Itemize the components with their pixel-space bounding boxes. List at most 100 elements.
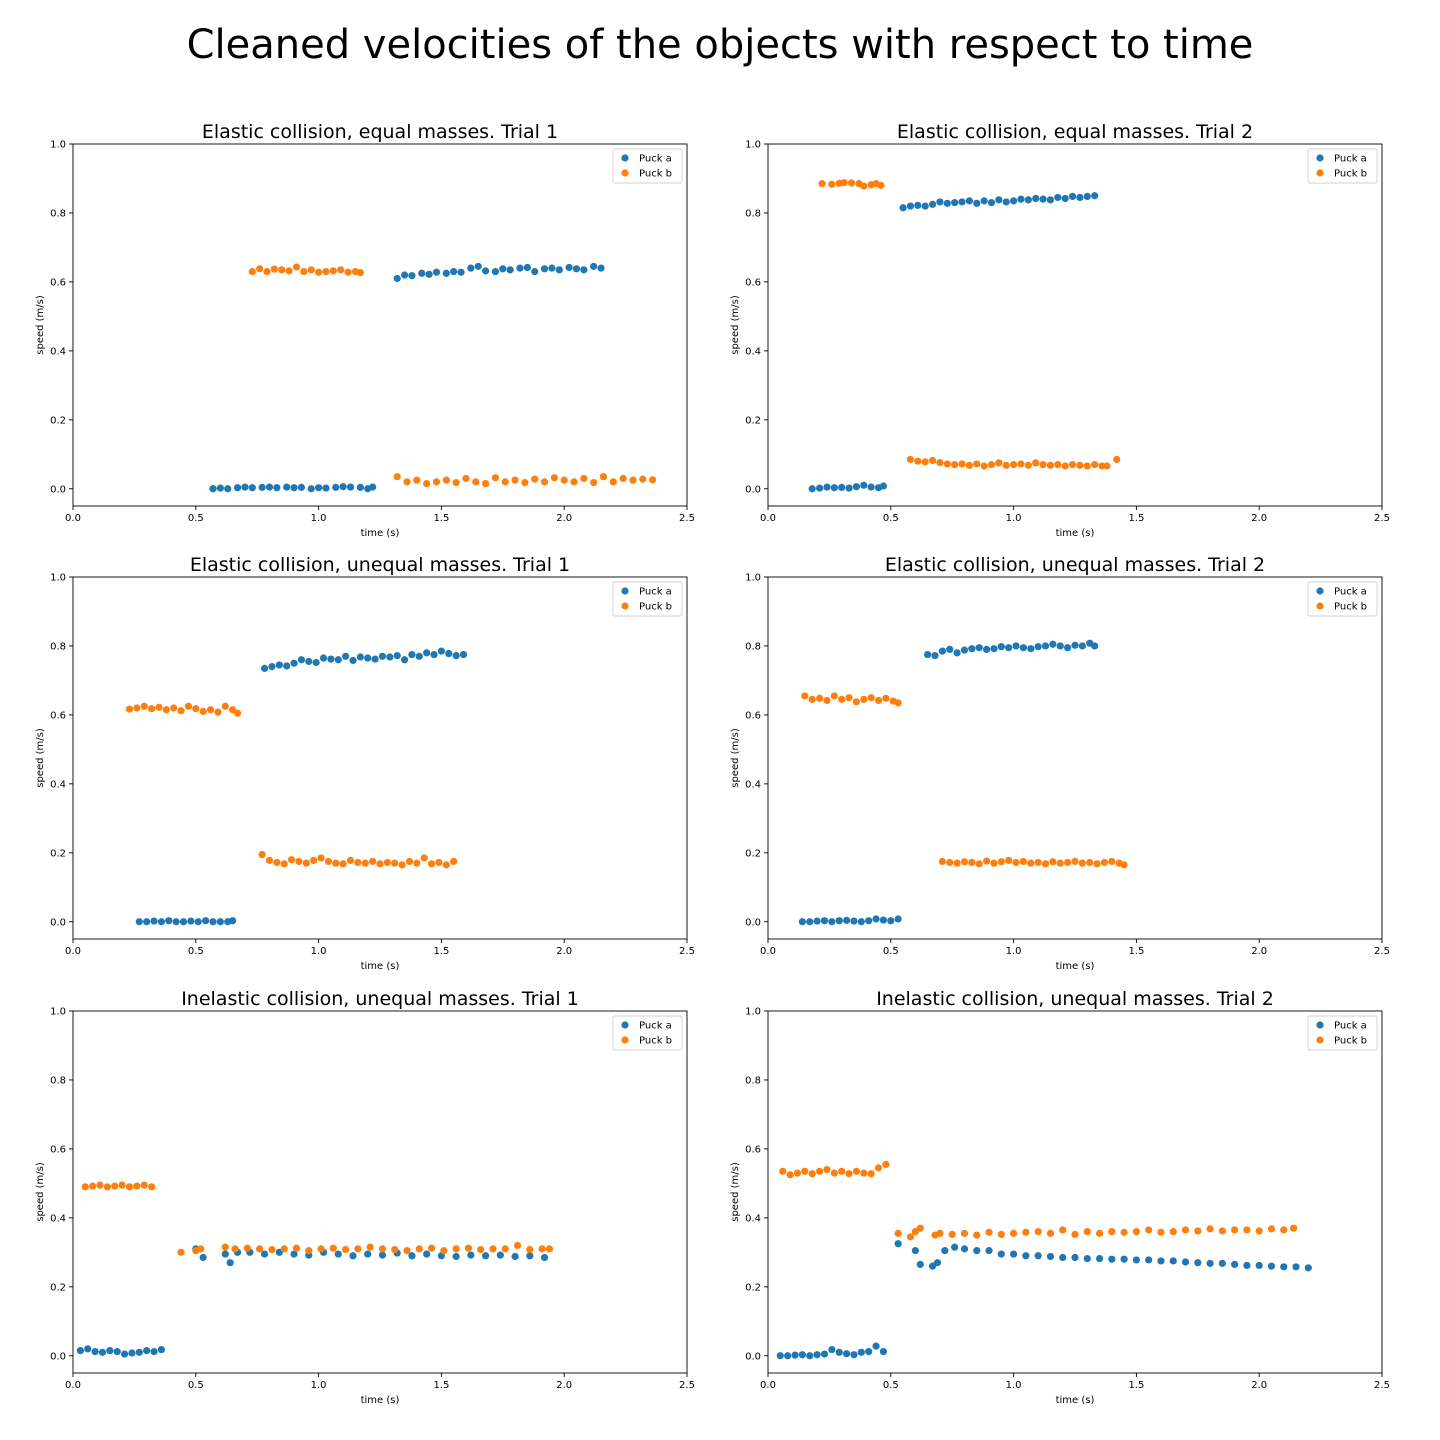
data-point — [233, 709, 242, 717]
data-point — [231, 1245, 239, 1253]
data-point — [423, 649, 431, 657]
x-tick-label: 1.5 — [1128, 513, 1144, 524]
data-point — [366, 1243, 374, 1251]
data-point — [1145, 1256, 1153, 1264]
data-point — [872, 1342, 880, 1350]
data-point — [285, 267, 293, 275]
data-point — [548, 264, 556, 272]
data-point — [427, 860, 436, 868]
data-point — [850, 917, 858, 925]
legend-label: Puck b — [1334, 602, 1367, 613]
data-point — [928, 200, 937, 208]
data-point — [867, 1170, 875, 1178]
data-point — [958, 460, 966, 468]
data-point — [1024, 461, 1032, 469]
data-point — [342, 652, 350, 660]
data-point — [418, 269, 426, 277]
data-point — [120, 1350, 129, 1358]
data-point — [540, 265, 549, 273]
data-point — [221, 1243, 229, 1251]
data-point — [980, 462, 988, 470]
data-point — [906, 202, 915, 210]
data-point — [268, 1245, 276, 1254]
data-point — [369, 857, 377, 866]
data-point — [860, 182, 868, 190]
data-point — [924, 650, 932, 659]
x-axis-label: time (s) — [361, 961, 400, 972]
y-tick-label: 1.0 — [745, 1007, 761, 1018]
data-point — [199, 707, 207, 716]
x-tick-label: 2.0 — [556, 513, 572, 524]
plot-frame — [767, 143, 1383, 507]
data-point — [973, 1231, 981, 1239]
data-point — [943, 460, 951, 468]
data-point — [155, 703, 163, 711]
data-point — [526, 1245, 534, 1254]
data-point — [953, 859, 961, 867]
data-point — [135, 1348, 143, 1356]
x-axis-label: time (s) — [361, 528, 400, 539]
data-point — [906, 1233, 915, 1241]
data-point — [521, 478, 529, 487]
data-point — [290, 1250, 298, 1258]
data-point — [265, 483, 274, 491]
data-point — [106, 1346, 114, 1355]
data-point — [125, 1183, 134, 1191]
data-point — [383, 858, 391, 867]
data-point — [835, 917, 843, 925]
y-tick-label: 0.8 — [745, 641, 761, 652]
series-puck-b — [125, 702, 458, 869]
y-tick-label: 0.4 — [50, 1213, 66, 1224]
data-point — [437, 647, 445, 655]
data-point — [391, 1245, 399, 1254]
data-point — [1039, 195, 1047, 203]
legend-marker — [1316, 602, 1324, 610]
data-point — [297, 656, 306, 664]
data-point — [798, 918, 806, 926]
data-point — [150, 1348, 158, 1356]
data-point — [315, 268, 323, 276]
data-point — [879, 482, 888, 490]
data-point — [776, 1352, 784, 1360]
y-tick-label: 1.0 — [745, 573, 761, 584]
data-point — [408, 1252, 416, 1260]
data-point — [936, 458, 944, 467]
series-puck-b — [81, 1181, 554, 1256]
data-point — [496, 1251, 504, 1259]
data-point — [202, 917, 210, 925]
legend-label: Puck a — [1334, 587, 1367, 598]
data-point — [1027, 859, 1035, 867]
data-point — [103, 1183, 111, 1191]
data-point — [135, 918, 143, 926]
data-point — [216, 484, 224, 492]
data-point — [1068, 461, 1077, 469]
data-point — [835, 1348, 843, 1356]
data-point — [1049, 640, 1057, 648]
chart-panel: Inelastic collision, unequal masses. Tri… — [35, 988, 695, 1406]
x-tick-label: 2.5 — [679, 513, 695, 524]
y-tick-label: 0.2 — [50, 415, 66, 426]
data-point — [545, 1245, 554, 1253]
data-point — [1046, 1252, 1055, 1261]
data-point — [1071, 1253, 1079, 1262]
data-point — [828, 918, 836, 926]
legend-marker — [621, 1036, 629, 1044]
data-point — [506, 266, 514, 274]
y-tick-label: 0.6 — [50, 710, 66, 721]
data-point — [1289, 1224, 1298, 1232]
data-point — [165, 917, 173, 925]
chart-panel: Elastic collision, unequal masses. Trial… — [35, 554, 695, 972]
data-point — [599, 473, 608, 481]
legend: Puck a Puck b — [1307, 1015, 1378, 1051]
data-point — [491, 474, 500, 482]
y-tick-label: 0.6 — [745, 1144, 761, 1155]
data-point — [464, 1244, 473, 1252]
data-point — [779, 1167, 787, 1175]
data-point — [133, 1182, 141, 1190]
data-point — [872, 915, 880, 923]
data-point — [1046, 196, 1055, 204]
data-point — [1076, 193, 1084, 202]
data-point — [990, 645, 998, 653]
data-point — [973, 1247, 981, 1255]
data-point — [302, 859, 310, 867]
